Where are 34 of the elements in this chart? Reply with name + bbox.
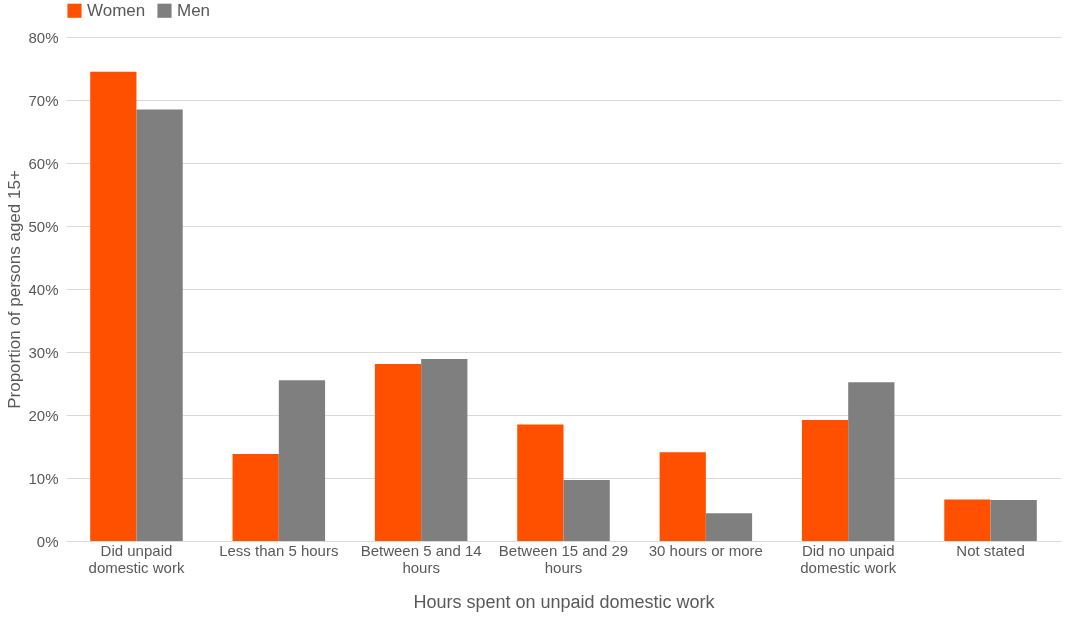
x-axis-title: Hours spent on unpaid domestic work — [413, 591, 716, 612]
x-tick-label: Between 5 and 14 hours — [360, 541, 482, 576]
y-tick-label: 70% — [28, 91, 59, 109]
bar — [944, 499, 991, 541]
legend-label: Men — [177, 0, 211, 20]
bar — [90, 71, 137, 541]
bar — [848, 382, 895, 541]
bar — [990, 500, 1037, 541]
x-tick-label: Not stated — [956, 541, 1025, 559]
x-tick-label: 30 hours or more — [648, 541, 763, 559]
y-axis-title: Proportion of persons aged 15+ — [5, 170, 25, 409]
bar — [278, 380, 326, 541]
bar — [801, 420, 849, 541]
x-tick-label: Did no unpaid domestic work — [800, 541, 897, 576]
bar — [374, 363, 422, 541]
legend-label: Women — [87, 0, 146, 20]
bar — [232, 454, 279, 541]
bar — [659, 452, 706, 541]
bar — [563, 479, 610, 541]
y-tick-label: 0% — [36, 532, 59, 550]
bar — [136, 109, 183, 541]
x-tick-label: Less than 5 hours — [219, 541, 339, 559]
y-tick-label: 50% — [28, 217, 59, 235]
bar — [705, 513, 753, 541]
y-tick-label: 40% — [28, 280, 59, 298]
y-tick-label: 80% — [28, 28, 59, 46]
bar — [517, 424, 564, 541]
y-tick-label: 10% — [28, 469, 59, 487]
y-tick-label: 60% — [28, 154, 59, 172]
bar — [421, 358, 468, 541]
x-tick-label: Did unpaid domestic work — [88, 541, 185, 576]
y-tick-label: 30% — [28, 343, 59, 361]
x-tick-label: Between 15 and 29 hours — [498, 541, 629, 576]
y-tick-label: 20% — [28, 406, 59, 424]
